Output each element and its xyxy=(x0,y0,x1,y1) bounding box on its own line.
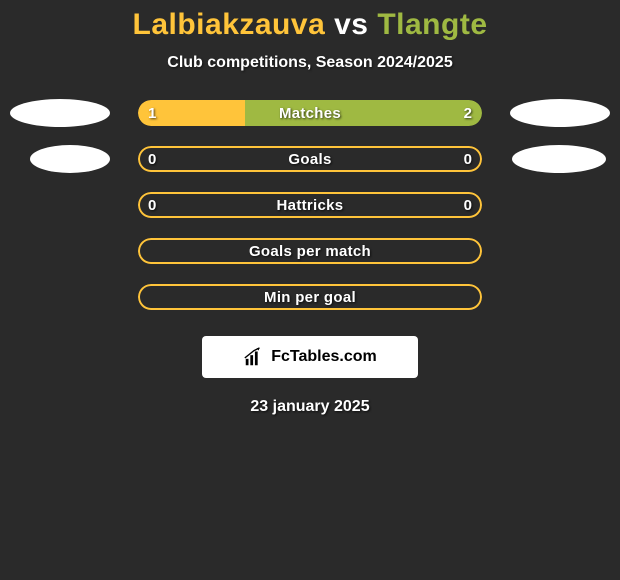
stat-label: Goals per match xyxy=(138,238,482,264)
stat-bar: Goals per match xyxy=(138,238,482,264)
stat-bar: Min per goal xyxy=(138,284,482,310)
stat-label: Matches xyxy=(138,100,482,126)
player1-marker xyxy=(30,145,110,173)
title-vs: vs xyxy=(334,8,368,41)
stat-row: 00Hattricks xyxy=(0,192,620,218)
date-label: 23 january 2025 xyxy=(250,398,369,416)
page-title: Lalbiakzauva vs Tlangte xyxy=(133,8,488,42)
stat-bar: 00Goals xyxy=(138,146,482,172)
stat-label: Hattricks xyxy=(138,192,482,218)
stat-row: Goals per match xyxy=(0,238,620,264)
title-player1: Lalbiakzauva xyxy=(133,8,326,41)
bar-chart-icon xyxy=(243,346,265,368)
stat-rows: 12Matches 00Goals 00Hattricks Goals per mat… xyxy=(0,100,620,330)
badge-text: FcTables.com xyxy=(271,348,377,366)
comparison-infographic: Lalbiakzauva vs Tlangte Club competition… xyxy=(0,0,620,416)
stat-bar: 12Matches xyxy=(138,100,482,126)
source-badge[interactable]: FcTables.com xyxy=(202,336,418,378)
stat-label: Goals xyxy=(138,146,482,172)
title-player2: Tlangte xyxy=(377,8,487,41)
stat-label: Min per goal xyxy=(138,284,482,310)
player2-marker xyxy=(510,99,610,127)
stat-bar: 00Hattricks xyxy=(138,192,482,218)
player2-marker xyxy=(512,145,606,173)
stat-row: Min per goal xyxy=(0,284,620,310)
subtitle: Club competitions, Season 2024/2025 xyxy=(167,54,452,72)
stat-row: 12Matches xyxy=(0,100,620,126)
stat-row: 00Goals xyxy=(0,146,620,172)
player1-marker xyxy=(10,99,110,127)
